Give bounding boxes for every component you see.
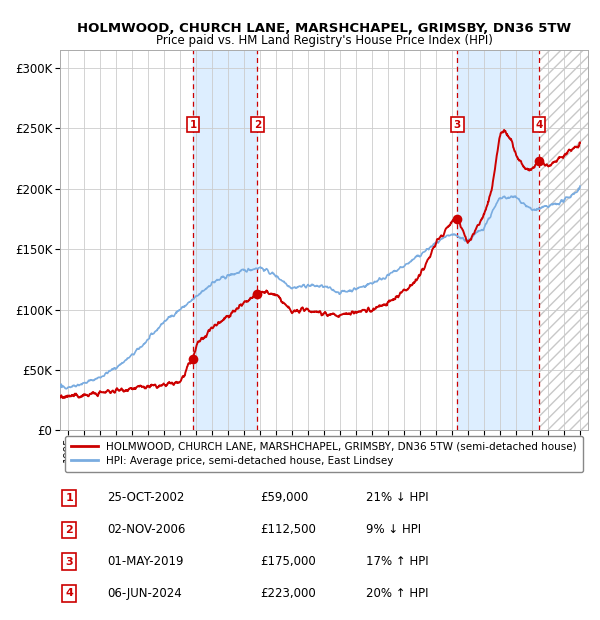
Text: 1: 1: [190, 120, 197, 130]
Text: 01-MAY-2019: 01-MAY-2019: [107, 555, 184, 568]
Text: Price paid vs. HM Land Registry's House Price Index (HPI): Price paid vs. HM Land Registry's House …: [155, 34, 493, 47]
Text: 20% ↑ HPI: 20% ↑ HPI: [366, 587, 429, 600]
Text: HOLMWOOD, CHURCH LANE, MARSHCHAPEL, GRIMSBY, DN36 5TW: HOLMWOOD, CHURCH LANE, MARSHCHAPEL, GRIM…: [77, 22, 571, 35]
Text: 17% ↑ HPI: 17% ↑ HPI: [366, 555, 429, 568]
Text: 4: 4: [65, 588, 73, 598]
Text: 1: 1: [65, 493, 73, 503]
Text: £59,000: £59,000: [260, 491, 309, 504]
Text: 4: 4: [535, 120, 542, 130]
Bar: [539, 50, 600, 430]
Bar: [539, 50, 600, 430]
Text: 2: 2: [254, 120, 261, 130]
Text: 3: 3: [454, 120, 461, 130]
Text: £175,000: £175,000: [260, 555, 316, 568]
Text: £223,000: £223,000: [260, 587, 316, 600]
Text: 2: 2: [65, 525, 73, 534]
Text: 3: 3: [65, 557, 73, 567]
Text: 21% ↓ HPI: 21% ↓ HPI: [366, 491, 429, 504]
Text: 9% ↓ HPI: 9% ↓ HPI: [366, 523, 421, 536]
Text: 06-JUN-2024: 06-JUN-2024: [107, 587, 182, 600]
Bar: [457, 50, 539, 430]
Bar: [193, 50, 257, 430]
Legend: HOLMWOOD, CHURCH LANE, MARSHCHAPEL, GRIMSBY, DN36 5TW (semi-detached house), HPI: HOLMWOOD, CHURCH LANE, MARSHCHAPEL, GRIM…: [65, 436, 583, 472]
Text: 02-NOV-2006: 02-NOV-2006: [107, 523, 186, 536]
Text: 25-OCT-2002: 25-OCT-2002: [107, 491, 185, 504]
Text: £112,500: £112,500: [260, 523, 317, 536]
